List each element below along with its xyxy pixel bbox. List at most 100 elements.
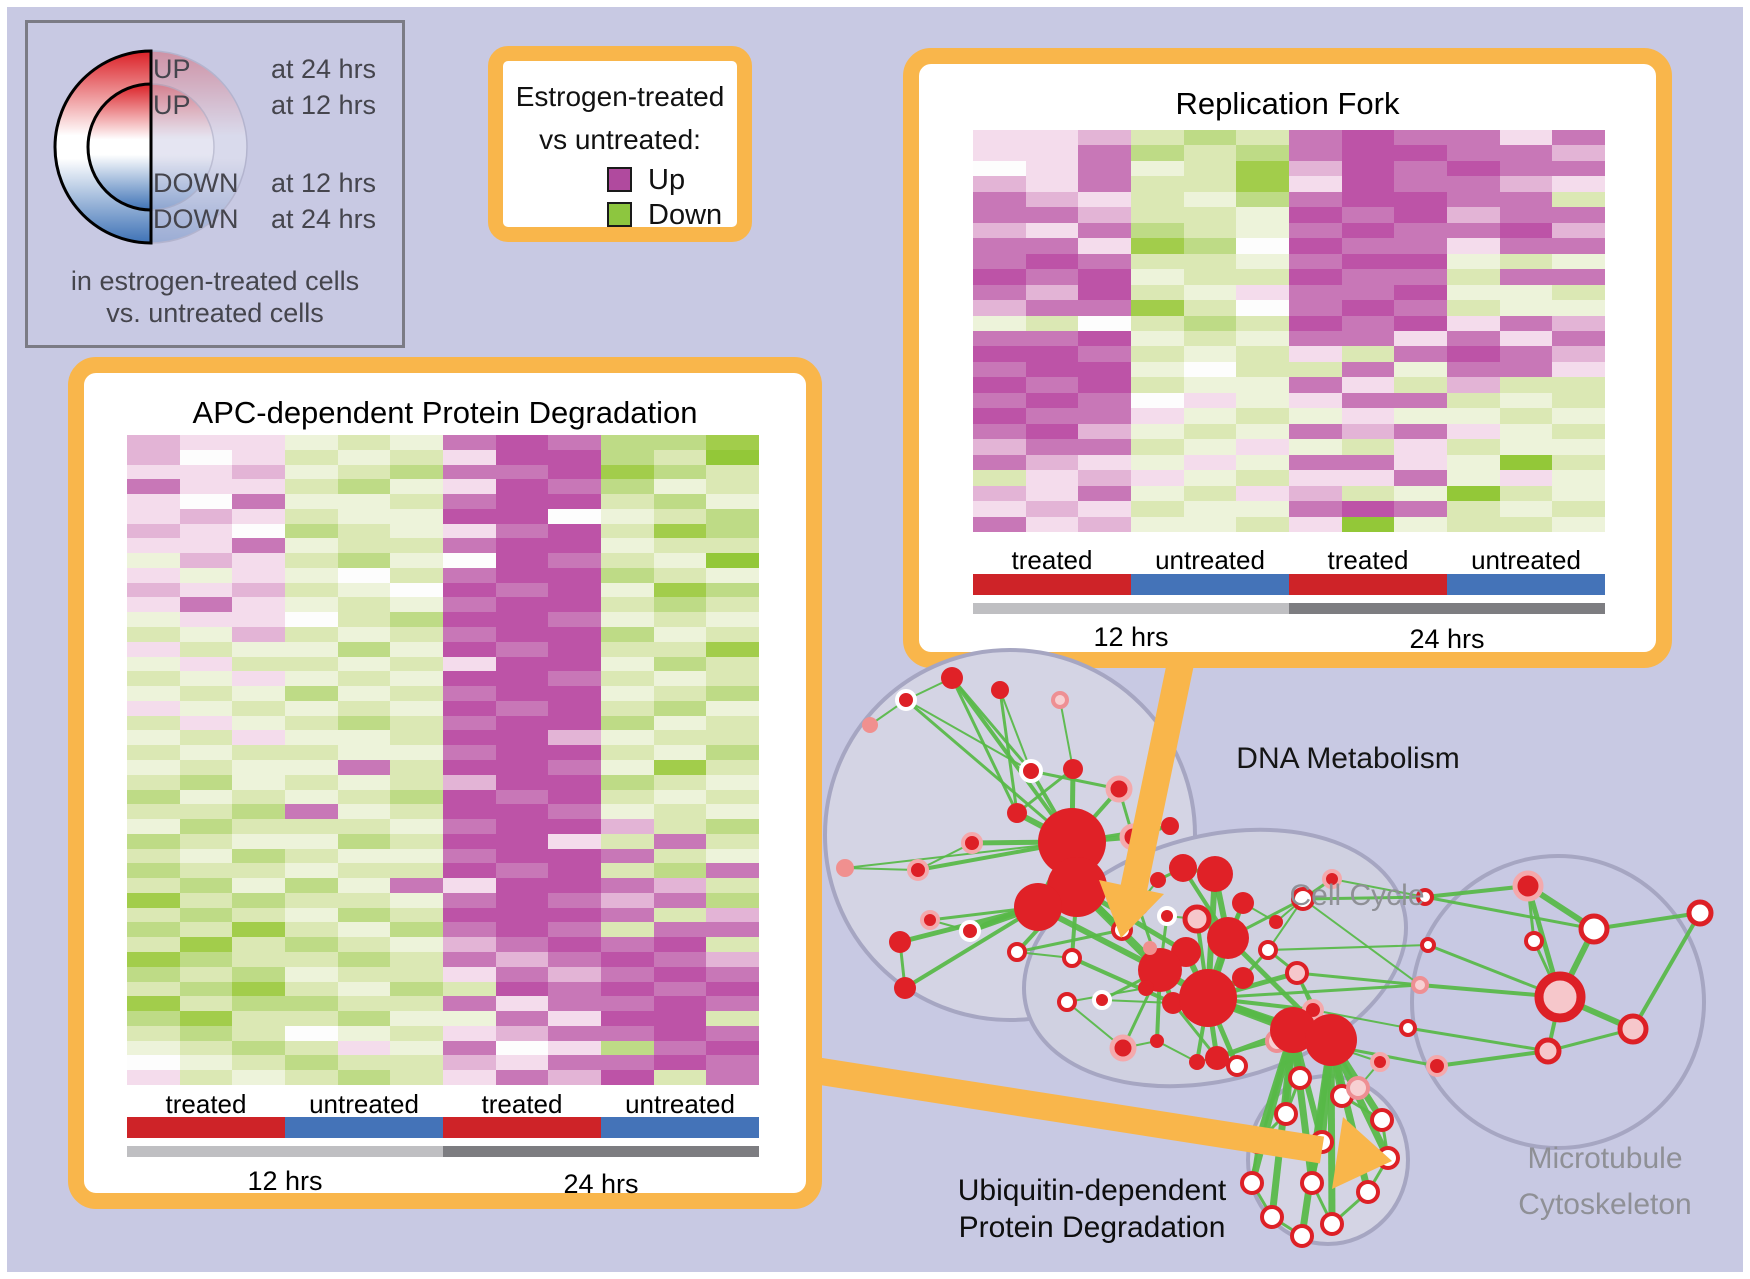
heatmap-cell — [653, 878, 707, 893]
heatmap-cell — [495, 937, 549, 953]
heatmap-cell — [443, 435, 496, 450]
heatmap-cell — [1289, 330, 1342, 347]
heatmap-cell — [1289, 423, 1342, 440]
heatmap-cell — [443, 479, 496, 495]
heatmap-cell — [1025, 300, 1079, 316]
heatmap-cell — [179, 1025, 233, 1041]
heatmap-cell — [1394, 423, 1447, 440]
heatmap-cell — [706, 538, 759, 554]
heatmap-cell — [127, 745, 180, 760]
heatmap-cell — [1289, 191, 1342, 208]
heatmap-cell — [443, 1070, 496, 1085]
heatmap-cell — [337, 449, 391, 465]
heatmap-cell — [337, 612, 391, 628]
heatmap-cell — [495, 479, 549, 495]
heatmap-cell — [601, 686, 654, 701]
heatmap-cell — [1131, 269, 1184, 285]
heatmap-cell — [127, 1055, 180, 1071]
heatmap-cell — [232, 878, 285, 893]
heatmap-cell — [1183, 361, 1237, 378]
heatmap-cell — [1394, 485, 1447, 502]
heatmap-cell — [179, 494, 233, 509]
heatmap-cell — [706, 819, 759, 834]
condition-bar-treated — [127, 1117, 285, 1138]
heatmap-cell — [337, 656, 391, 672]
heatmap-cell — [601, 597, 654, 613]
heatmap-cell — [285, 1025, 338, 1041]
heatmap-cell — [127, 848, 180, 864]
heatmap-cell — [285, 892, 338, 908]
heatmap-cell — [390, 553, 443, 568]
heatmap-cell — [973, 330, 1026, 347]
group-label: untreated — [1471, 545, 1581, 575]
heatmap-cell — [337, 627, 391, 642]
heatmap-cell — [443, 878, 496, 893]
heatmap-cell — [232, 612, 285, 628]
heatmap-cell — [548, 479, 601, 495]
heatmap-cell — [653, 508, 707, 524]
heatmap-cell — [601, 1040, 654, 1056]
heatmap-cell — [443, 819, 496, 834]
heatmap-cell — [232, 996, 285, 1012]
heatmap-cell — [1447, 330, 1500, 347]
heatmap-cell — [232, 848, 285, 864]
heatmap-cell — [443, 582, 496, 598]
heatmap-cell — [390, 774, 443, 790]
heatmap-cell — [601, 449, 654, 465]
heatmap-cell — [548, 1070, 601, 1085]
heatmap-cell — [1447, 485, 1500, 502]
heatmap-cell — [179, 538, 233, 554]
heatmap-cell — [232, 907, 285, 923]
heatmap-cell — [1025, 269, 1079, 285]
network-node — [1232, 967, 1254, 989]
heatmap-cell — [127, 435, 180, 450]
heatmap-cell — [443, 981, 496, 997]
heatmap-cell — [1447, 377, 1500, 393]
network-node — [1411, 976, 1429, 994]
heatmap-cell — [706, 686, 759, 701]
heatmap-cell — [706, 892, 759, 908]
heatmap-cell — [548, 435, 601, 450]
heatmap-cell — [548, 567, 601, 583]
heatmap-cell — [337, 937, 391, 953]
heatmap-cell — [1341, 501, 1395, 517]
heatmap-cell — [232, 745, 285, 760]
heatmap-cell — [232, 981, 285, 997]
heatmap-cell — [443, 449, 496, 465]
heatmap-cell — [179, 730, 233, 746]
heatmap-cell — [232, 567, 285, 583]
heatmap-cell — [495, 804, 549, 820]
updown-row-time: at 12 hrs — [271, 168, 377, 198]
arrow-apc-to-ubiquitin-cluster — [815, 1057, 1392, 1189]
network-node — [1320, 1212, 1344, 1236]
heatmap-cell — [285, 671, 338, 687]
heatmap-cell — [548, 582, 601, 598]
heatmap-cell — [179, 656, 233, 672]
heatmap-cell — [653, 1055, 707, 1071]
heatmap-cell — [1131, 377, 1184, 393]
heatmap-cell — [653, 804, 707, 820]
heatmap-cell — [337, 508, 391, 524]
heatmap-cell — [1236, 238, 1289, 254]
network-node — [1346, 1076, 1370, 1100]
heatmap-cell — [1183, 191, 1237, 208]
heatmap-cell — [179, 597, 233, 613]
heatmap-cell — [179, 1011, 233, 1026]
heatmap-cell — [390, 996, 443, 1012]
heatmap-cell — [1552, 454, 1605, 471]
heatmap-cell — [127, 759, 180, 775]
heatmap-cell — [653, 686, 707, 701]
heatmap-cell — [443, 789, 496, 805]
inner-circle-right-half — [150, 83, 215, 211]
heatmap-cell — [1131, 176, 1184, 192]
heatmap-cell — [1025, 439, 1079, 455]
heatmap-cell — [285, 553, 338, 568]
heatmap-cell — [1289, 284, 1342, 301]
heatmap-cell — [973, 423, 1026, 440]
apc-heatmap — [127, 435, 759, 1085]
heatmap-cell — [706, 479, 759, 495]
heatmap-cell — [1499, 408, 1553, 424]
heatmap-cell — [548, 922, 601, 938]
heatmap-cell — [1341, 392, 1395, 409]
heatmap-cell — [1025, 238, 1079, 254]
